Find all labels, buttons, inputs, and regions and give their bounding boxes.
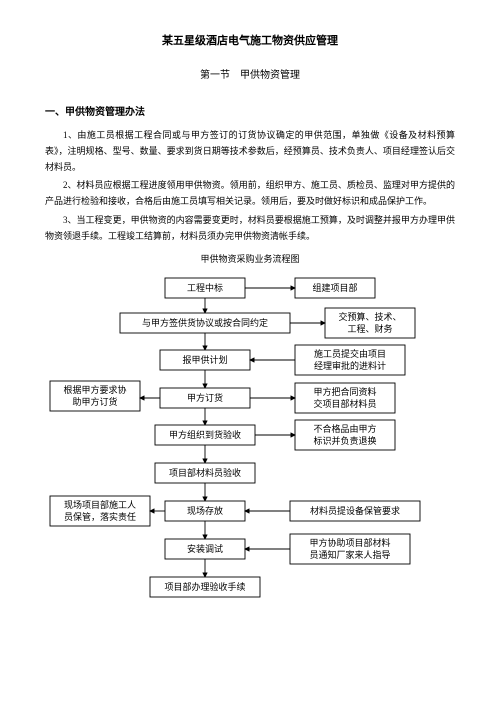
paragraph-2: 2、材料员应根据工程进度领用甲供物资。领用前，组织甲方、施工员、质检员、监理对甲… bbox=[45, 178, 455, 210]
node-reject-text-a: 不合格品由甲方 bbox=[313, 423, 376, 434]
node-requirement-text: 材料员提设备保管要求 bbox=[310, 505, 400, 516]
node-contract-text-b: 交项目部材料员 bbox=[313, 398, 376, 409]
node-guide-text-a: 甲方协助项目部材料 bbox=[309, 537, 390, 548]
node-keep-text-b: 员保管，落实责任 bbox=[64, 511, 136, 522]
paragraph-1: 1、由施工员根据工程合同或与甲方签订的订货协议确定的甲供范围，单独做《设备及材料… bbox=[45, 128, 455, 175]
node-install-text: 安装调试 bbox=[187, 543, 223, 554]
node-inspect-text: 甲方组织到货验收 bbox=[169, 429, 241, 440]
node-assist-text-a: 根据甲方要求协 bbox=[63, 384, 126, 395]
node-assist-text-b: 助甲方订货 bbox=[72, 396, 117, 407]
node-store-text: 现场存放 bbox=[187, 505, 223, 516]
node-submit-text-a: 施工员提交由项目 bbox=[314, 348, 386, 359]
section-label: 第一节 甲供物资管理 bbox=[45, 66, 455, 81]
node-deliver-text-b: 工程、财务 bbox=[347, 323, 392, 334]
node-guide-text-b: 员通知厂家来人指导 bbox=[309, 549, 390, 560]
flowchart-title: 甲供物资采购业务流程图 bbox=[45, 252, 455, 265]
node-deliver-text-a: 交预算、技术、 bbox=[338, 311, 401, 322]
node-bid-text: 工程中标 bbox=[187, 282, 223, 293]
doc-title: 某五星级酒店电气施工物资供应管理 bbox=[45, 32, 455, 48]
paragraph-3: 3、当工程变更，甲供物资的内容需要变更时，材料员要根据施工预算，及时调整并报甲方… bbox=[45, 213, 455, 245]
node-keep-text-a: 现场项目部施工人 bbox=[64, 499, 136, 510]
heading-1: 一、甲供物资管理办法 bbox=[45, 103, 455, 118]
flowchart: 工程中标 组建项目部 与甲方签供货协议或按合同约定 交预算、技术、 工程、财务 … bbox=[45, 273, 455, 653]
node-agreement-text: 与甲方签供货协议或按合同约定 bbox=[142, 317, 268, 328]
node-accept-text: 项目部办理验收手续 bbox=[164, 581, 245, 592]
node-reject-text-b: 标识并负责退换 bbox=[313, 435, 376, 446]
node-team-text: 组建项目部 bbox=[312, 282, 357, 293]
node-pm-inspect-text: 项目部材料员验收 bbox=[169, 467, 241, 478]
node-submit-text-b: 经理审批的进料计 bbox=[314, 360, 386, 371]
node-plan-text: 报甲供计划 bbox=[182, 354, 227, 365]
node-order-text: 甲方订货 bbox=[187, 392, 223, 403]
node-contract-text-a: 甲方把合同资料 bbox=[313, 386, 376, 397]
